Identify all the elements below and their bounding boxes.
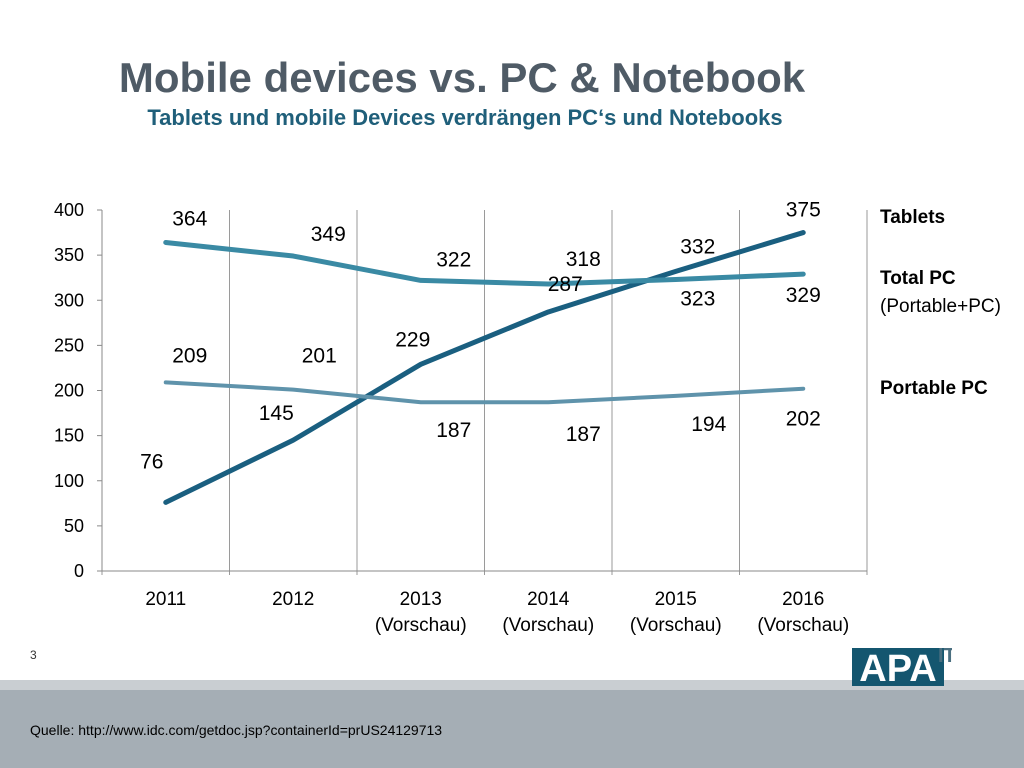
data-label-total_pc: 322 xyxy=(436,248,471,271)
slide-subtitle: Tablets und mobile Devices verdrängen PC… xyxy=(147,105,783,130)
x-tick-label: (Vorschau) xyxy=(630,615,722,636)
footer-band xyxy=(0,680,1024,768)
series-line-portable_pc xyxy=(163,380,806,405)
x-tick-label: 2013 xyxy=(400,589,442,610)
legend-total-pc: Total PC xyxy=(880,268,956,289)
data-label-total_pc: 349 xyxy=(311,223,346,246)
data-label-portable_pc: 201 xyxy=(302,345,337,368)
y-tick-label: 100 xyxy=(54,471,84,491)
page-number: 3 xyxy=(30,648,37,662)
series-line-tablets xyxy=(163,230,806,505)
x-tick-label: (Vorschau) xyxy=(502,615,594,636)
slide-title: Mobile devices vs. PC & Notebook xyxy=(118,54,806,101)
data-label-tablets: 332 xyxy=(680,235,715,258)
y-tick-label: 300 xyxy=(54,290,84,310)
x-tick-label: 2014 xyxy=(527,589,570,610)
y-tick-label: 200 xyxy=(54,381,84,401)
data-label-total_pc: 329 xyxy=(786,284,821,307)
y-tick-label: 0 xyxy=(74,561,84,581)
y-tick-label: 250 xyxy=(54,335,84,355)
legend-tablets: Tablets xyxy=(880,207,946,228)
line-chart: 0 50 100 150 200 250 300 350 400 2011 2012 2013 (Vor… xyxy=(54,199,868,636)
data-label-portable_pc: 194 xyxy=(691,413,726,436)
logo-superscript: IT xyxy=(938,645,952,667)
data-label-tablets: 375 xyxy=(786,199,821,222)
x-tick-label: (Vorschau) xyxy=(375,615,467,636)
y-tick-label: 50 xyxy=(64,516,84,536)
data-label-portable_pc: 187 xyxy=(566,423,601,446)
data-label-total_pc: 323 xyxy=(680,287,715,310)
x-tick-label: 2016 xyxy=(782,589,824,610)
legend-total-pc-sub: (Portable+PC) xyxy=(880,296,1001,317)
x-tick-label: 2012 xyxy=(272,589,314,610)
footer-divider xyxy=(0,680,1024,690)
data-label-tablets: 145 xyxy=(259,402,294,425)
apa-it-logo: APA IT xyxy=(852,645,952,690)
data-label-portable_pc: 202 xyxy=(786,408,821,431)
data-label-tablets: 76 xyxy=(140,450,163,473)
logo-text: APA xyxy=(859,648,936,690)
data-label-portable_pc: 209 xyxy=(172,344,207,367)
y-tick-label: 150 xyxy=(54,426,84,446)
y-tick-label: 400 xyxy=(54,200,84,220)
series-line-total_pc xyxy=(163,239,806,287)
x-tick-label: 2015 xyxy=(655,589,697,610)
legend-portable-pc: Portable PC xyxy=(880,378,988,399)
x-tick-label: (Vorschau) xyxy=(757,615,849,636)
data-label-portable_pc: 187 xyxy=(436,419,471,442)
data-label-total_pc: 364 xyxy=(172,207,207,230)
x-tick-label: 2011 xyxy=(145,589,186,610)
data-label-tablets: 229 xyxy=(395,328,430,351)
data-label-tablets: 287 xyxy=(548,273,583,296)
data-label-total_pc: 318 xyxy=(566,248,601,271)
source-citation: Quelle: http://www.idc.com/getdoc.jsp?co… xyxy=(30,722,443,738)
y-tick-label: 350 xyxy=(54,245,84,265)
